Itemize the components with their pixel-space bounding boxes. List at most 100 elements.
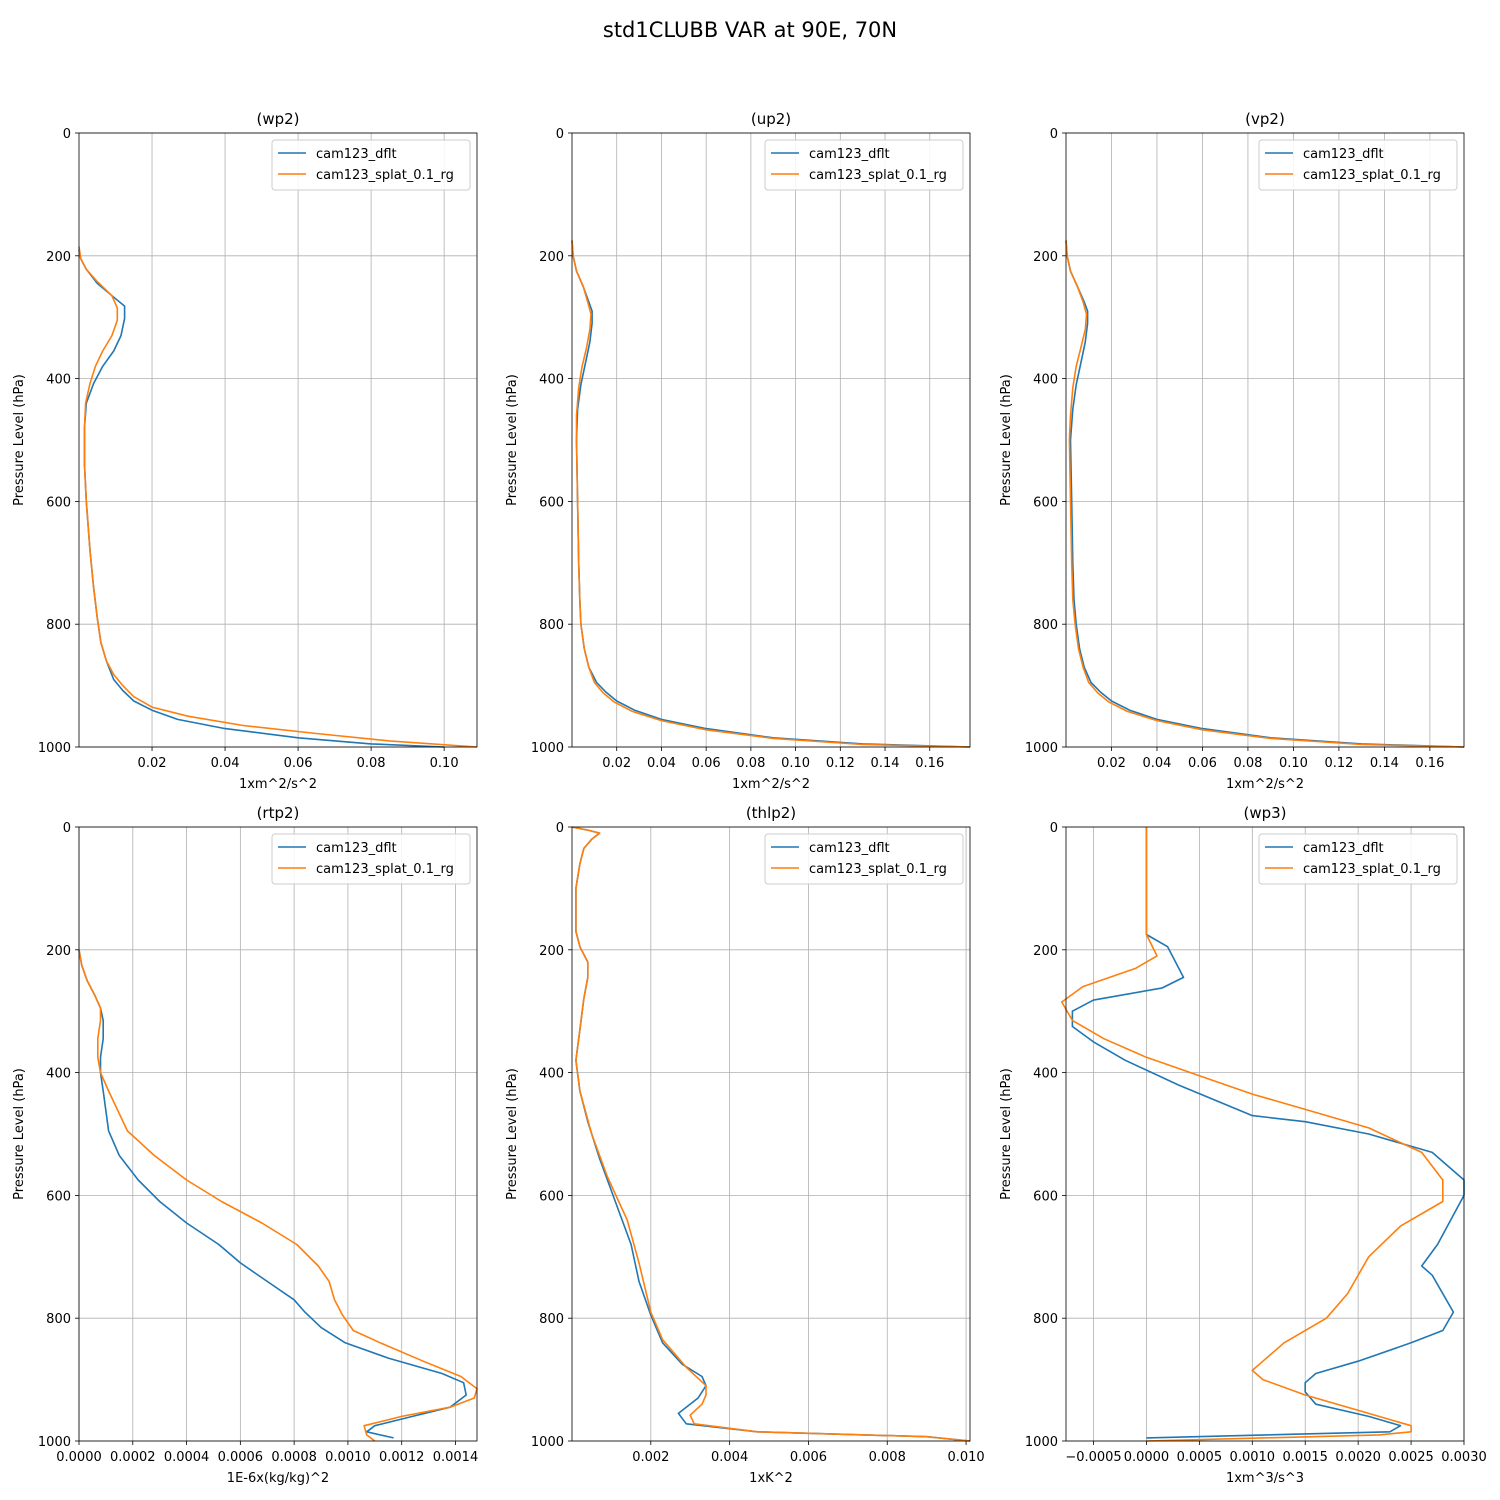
series-line-cam123-dflt: [1065, 240, 1465, 748]
y-tick-label: 1000: [38, 1435, 71, 1450]
series-line-cam123-splat-0-1-rg: [1061, 827, 1444, 1442]
axes-frame: [78, 132, 478, 748]
x-tick-label: 0.002: [632, 1450, 669, 1465]
x-axis-label: 1xm^2/s^2: [1226, 777, 1304, 792]
x-tick-label: 0.12: [826, 756, 855, 771]
x-tick-label: 0.0004: [164, 1450, 210, 1465]
x-tick-label: 0.02: [138, 756, 167, 771]
y-tick-label: 1000: [531, 1435, 564, 1450]
legend-label: cam123_splat_0.1_rg: [809, 862, 947, 877]
panel-rtp2: 0.0000 0.0002 0.0004 0.0006 0.0008 0.0010 0.00…: [12, 804, 478, 1486]
y-axis-label: Pressure Level (hPa): [999, 374, 1014, 506]
legend-box: [271, 139, 471, 191]
legend-box: [764, 139, 964, 191]
x-axis-label: 1xm^2/s^2: [239, 777, 317, 792]
legend-label: cam123_splat_0.1_rg: [1303, 862, 1441, 877]
legend-box: [1258, 833, 1458, 885]
legend-label: cam123_dflt: [316, 147, 397, 162]
legend-label: cam123_splat_0.1_rg: [316, 168, 454, 183]
y-tick-label: 0: [1050, 821, 1058, 836]
y-axis-label: Pressure Level (hPa): [12, 374, 27, 506]
x-tick-label: 0.04: [1142, 756, 1171, 771]
y-tick-label: 200: [1033, 944, 1058, 959]
series-line-cam123-splat-0-1-rg: [571, 240, 971, 748]
y-tick-label: 800: [539, 1312, 564, 1327]
panel-vp2: 0.02 0.04 0.06 0.08 0.10 0.12 0.14 0.16 0 200 400 6…: [999, 110, 1465, 792]
x-tick-label: 0.0002: [110, 1450, 156, 1465]
panel-title: (up2): [751, 110, 791, 128]
x-tick-label: 0.16: [1415, 756, 1444, 771]
x-tick-label: 0.004: [711, 1450, 748, 1465]
legend-label: cam123_dflt: [809, 841, 890, 856]
figure-title: std1CLUBB VAR at 90E, 70N: [603, 18, 897, 42]
legend: cam123_dflt cam123_splat_0.1_rg: [271, 833, 471, 885]
y-tick-label: 200: [46, 944, 71, 959]
y-tick-label: 400: [1033, 1067, 1058, 1082]
axes-frame: [571, 826, 971, 1442]
x-axis-label: 1E-6x(kg/kg)^2: [227, 1471, 329, 1486]
legend: cam123_dflt cam123_splat_0.1_rg: [1258, 139, 1458, 191]
x-tick-label: 0.02: [602, 756, 631, 771]
y-axis-label: Pressure Level (hPa): [505, 1068, 520, 1200]
x-tick-label: 0.0014: [433, 1450, 479, 1465]
legend-label: cam123_splat_0.1_rg: [316, 862, 454, 877]
axes-frame: [571, 132, 971, 748]
y-tick-label: 1000: [531, 741, 564, 756]
x-tick-label: 0.0025: [1388, 1450, 1434, 1465]
legend: cam123_dflt cam123_splat_0.1_rg: [271, 139, 471, 191]
y-tick-label: 600: [1033, 1189, 1058, 1204]
x-tick-label: 0.14: [1370, 756, 1399, 771]
legend-label: cam123_splat_0.1_rg: [809, 168, 947, 183]
x-tick-label: 0.08: [1233, 756, 1262, 771]
x-tick-label: 0.08: [357, 756, 386, 771]
y-tick-label: 0: [556, 127, 564, 142]
series-line-cam123-splat-0-1-rg: [1065, 240, 1465, 748]
y-tick-label: 200: [46, 250, 71, 265]
axes-frame: [78, 826, 478, 1442]
x-tick-label: 0.06: [692, 756, 721, 771]
y-axis-label: Pressure Level (hPa): [505, 374, 520, 506]
y-axis-label: Pressure Level (hPa): [12, 1068, 27, 1200]
y-tick-label: 400: [539, 1067, 564, 1082]
x-tick-label: 0.10: [1279, 756, 1308, 771]
y-tick-label: 400: [539, 373, 564, 388]
y-tick-label: 200: [1033, 250, 1058, 265]
x-tick-label: 0.16: [915, 756, 944, 771]
legend-label: cam123_dflt: [316, 841, 397, 856]
panel-title: (wp2): [256, 110, 299, 128]
legend-box: [1258, 139, 1458, 191]
y-tick-label: 800: [46, 618, 71, 633]
x-tick-label: 0.0005: [1177, 1450, 1223, 1465]
y-tick-label: 0: [63, 127, 71, 142]
y-tick-label: 0: [1050, 127, 1058, 142]
x-tick-label: 0.04: [647, 756, 676, 771]
x-tick-label: 0.14: [871, 756, 900, 771]
axes-frame: [1065, 132, 1465, 748]
series-line-cam123-dflt: [78, 949, 468, 1439]
x-tick-label: 0.0000: [1124, 1450, 1170, 1465]
x-tick-label: 0.006: [790, 1450, 827, 1465]
y-tick-label: 200: [539, 944, 564, 959]
panel-thlp2: 0.002 0.004 0.006 0.008 0.010 0 200 400 600 800 10…: [505, 804, 985, 1486]
y-tick-label: 800: [46, 1312, 71, 1327]
x-tick-label: 0.010: [947, 1450, 984, 1465]
panel-title: (vp2): [1245, 110, 1285, 128]
legend: cam123_dflt cam123_splat_0.1_rg: [764, 139, 964, 191]
y-tick-label: 400: [46, 1067, 71, 1082]
legend: cam123_dflt cam123_splat_0.1_rg: [764, 833, 964, 885]
panel-title: (thlp2): [746, 804, 796, 822]
y-tick-label: 600: [46, 495, 71, 510]
y-tick-label: 800: [1033, 618, 1058, 633]
x-tick-label: 0.0030: [1441, 1450, 1487, 1465]
x-tick-label: 0.02: [1097, 756, 1126, 771]
y-tick-label: 0: [556, 821, 564, 836]
x-tick-label: 0.0015: [1282, 1450, 1328, 1465]
y-tick-label: 400: [46, 373, 71, 388]
x-tick-label: 0.008: [869, 1450, 906, 1465]
y-tick-label: 0: [63, 821, 71, 836]
x-tick-label: 0.06: [1188, 756, 1217, 771]
x-tick-label: 0.0020: [1335, 1450, 1381, 1465]
legend-label: cam123_splat_0.1_rg: [1303, 168, 1441, 183]
x-tick-label: 0.0012: [379, 1450, 425, 1465]
